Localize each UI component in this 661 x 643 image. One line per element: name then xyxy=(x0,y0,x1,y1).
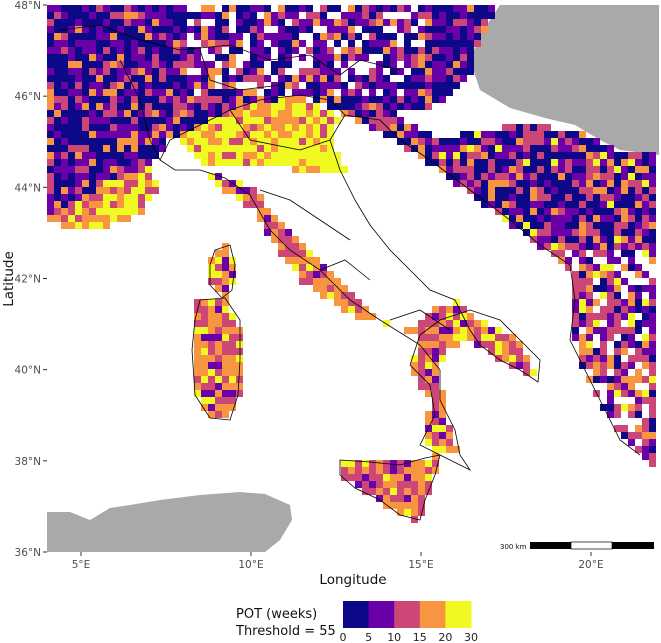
scale-bar: 300 km xyxy=(500,541,654,551)
land-north-africa xyxy=(47,492,292,552)
x-tick-label: 15°E xyxy=(408,559,433,571)
legend-swatch xyxy=(419,601,446,628)
y-tick-label: 42°N xyxy=(15,274,41,286)
italy-coastline xyxy=(159,94,541,472)
y-axis-title: Latitude xyxy=(1,251,17,307)
legend-swatches xyxy=(343,601,472,628)
corsica-coastline xyxy=(209,244,236,299)
y-tick-label: 36°N xyxy=(15,547,41,559)
y-tick-label: 46°N xyxy=(15,91,41,103)
sardinia-coastline xyxy=(191,297,241,421)
legend-ticks: 0 5 10 15 20 30 xyxy=(340,631,479,643)
legend: POT (weeks) Threshold = 55 0 5 10 15 20 30 xyxy=(235,601,478,643)
y-axis: 36°N 38°N 40°N 42°N 44°N 46°N 48°N xyxy=(15,0,47,559)
legend-swatch xyxy=(343,601,370,628)
x-tick-label: 5°E xyxy=(72,559,91,571)
y-tick-label: 38°N xyxy=(15,456,41,468)
legend-break-label: 5 xyxy=(365,631,372,643)
regional-borders xyxy=(229,109,451,331)
scale-segment-1 xyxy=(530,542,571,549)
y-tick-label: 44°N xyxy=(15,182,41,194)
legend-break-label: 30 xyxy=(464,631,478,643)
balkan-coastline xyxy=(344,114,641,456)
legend-swatch xyxy=(445,601,472,628)
legend-break-label: 15 xyxy=(413,631,427,643)
legend-break-label: 20 xyxy=(438,631,452,643)
sicily-coastline xyxy=(339,454,441,521)
alps-borders xyxy=(59,24,401,161)
x-tick-label: 10°E xyxy=(238,559,263,571)
y-tick-label: 40°N xyxy=(15,365,41,377)
land-turkey xyxy=(470,5,659,155)
scale-bar-label: 300 km xyxy=(500,543,527,551)
x-axis-title: Longitude xyxy=(319,572,386,588)
legend-break-label: 0 xyxy=(340,631,347,643)
x-axis: 5°E 10°E 15°E 20°E xyxy=(72,552,604,571)
map-panel xyxy=(47,5,659,552)
legend-title-line2: Threshold = 55 xyxy=(235,624,336,639)
legend-swatch xyxy=(368,601,395,628)
legend-swatch xyxy=(394,601,421,628)
boundaries xyxy=(59,24,641,521)
scale-segment-3 xyxy=(612,542,654,549)
legend-title-line1: POT (weeks) xyxy=(236,607,317,622)
scale-segment-2 xyxy=(570,541,613,550)
pot-raster xyxy=(47,5,656,523)
x-tick-label: 20°E xyxy=(578,559,603,571)
y-tick-label: 48°N xyxy=(15,0,41,12)
legend-break-label: 10 xyxy=(387,631,401,643)
